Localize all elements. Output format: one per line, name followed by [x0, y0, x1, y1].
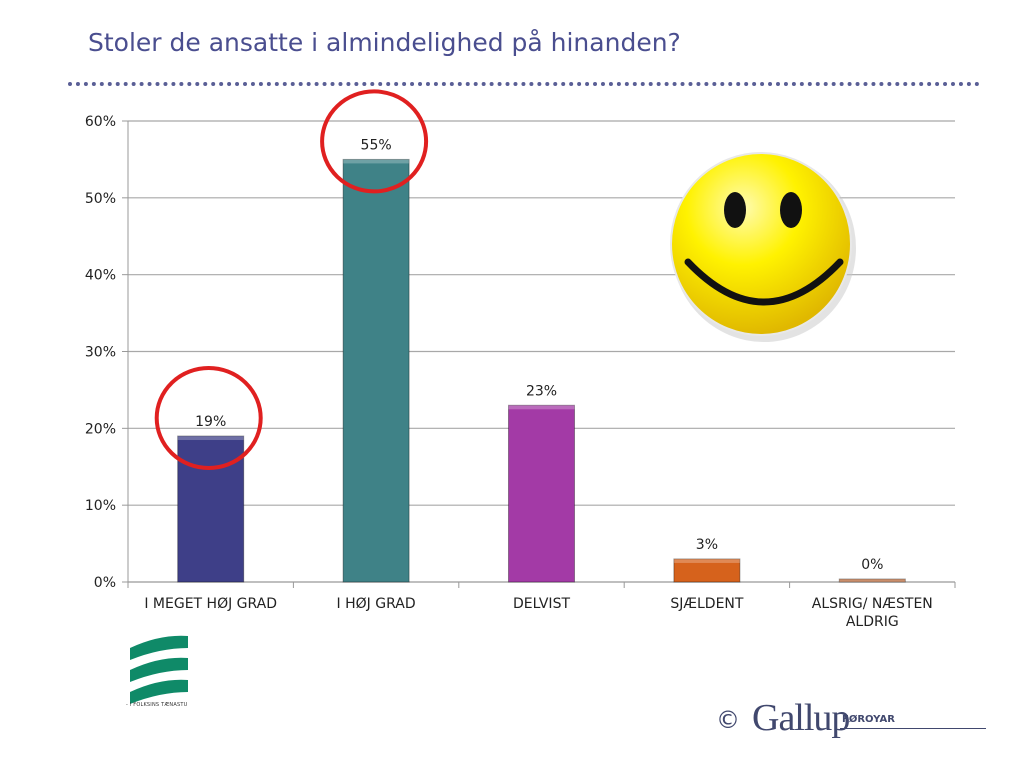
bar-highlight: [177, 436, 244, 441]
bar-highlight: [673, 558, 740, 563]
y-tick-label: 10%: [85, 498, 116, 514]
slide-title: Stoler de ansatte i almindelighed på hin…: [88, 28, 681, 57]
y-tick-label: 30%: [85, 345, 116, 361]
data-label: 0%: [861, 557, 883, 573]
bar: [342, 158, 410, 583]
bar-highlight: [839, 579, 906, 582]
brand-subtitle: FØROYAR: [842, 714, 895, 725]
left-logo-icon: [130, 635, 188, 704]
copyright-symbol: ©: [716, 706, 740, 734]
category-label: I HØJ GRAD: [337, 596, 416, 612]
highlight-circle: [154, 366, 263, 471]
brand-underline: [840, 728, 986, 729]
data-label: 23%: [526, 383, 557, 399]
y-tick-label: 0%: [94, 575, 116, 591]
data-label: 3%: [696, 537, 718, 553]
category-label: I MEGET HØJ GRAD: [144, 596, 277, 612]
category-label: DELVIST: [513, 596, 570, 612]
brand-name: Gallup: [752, 697, 850, 739]
y-tick-label: 60%: [85, 114, 116, 130]
category-label: SJÆLDENT: [670, 596, 744, 612]
bar: [177, 435, 245, 583]
bar: [673, 558, 741, 583]
title-divider: [68, 82, 980, 86]
y-tick-label: 20%: [85, 421, 116, 437]
y-tick-label: 50%: [85, 191, 116, 207]
bar: [508, 404, 575, 583]
highlight-circle: [320, 89, 429, 194]
category-label: ALSRIG/ NÆSTEN ALDRIG: [812, 596, 933, 630]
bar: [838, 578, 906, 583]
y-tick-label: 40%: [85, 268, 116, 284]
smiley-face-icon: [670, 152, 856, 342]
bar-highlight: [343, 159, 410, 164]
data-label: 55%: [361, 137, 392, 153]
bar-highlight: [508, 405, 575, 410]
left-logo-text: - I FOLKSINS TÆNASTU: [126, 702, 188, 708]
data-label: 19%: [195, 414, 226, 430]
